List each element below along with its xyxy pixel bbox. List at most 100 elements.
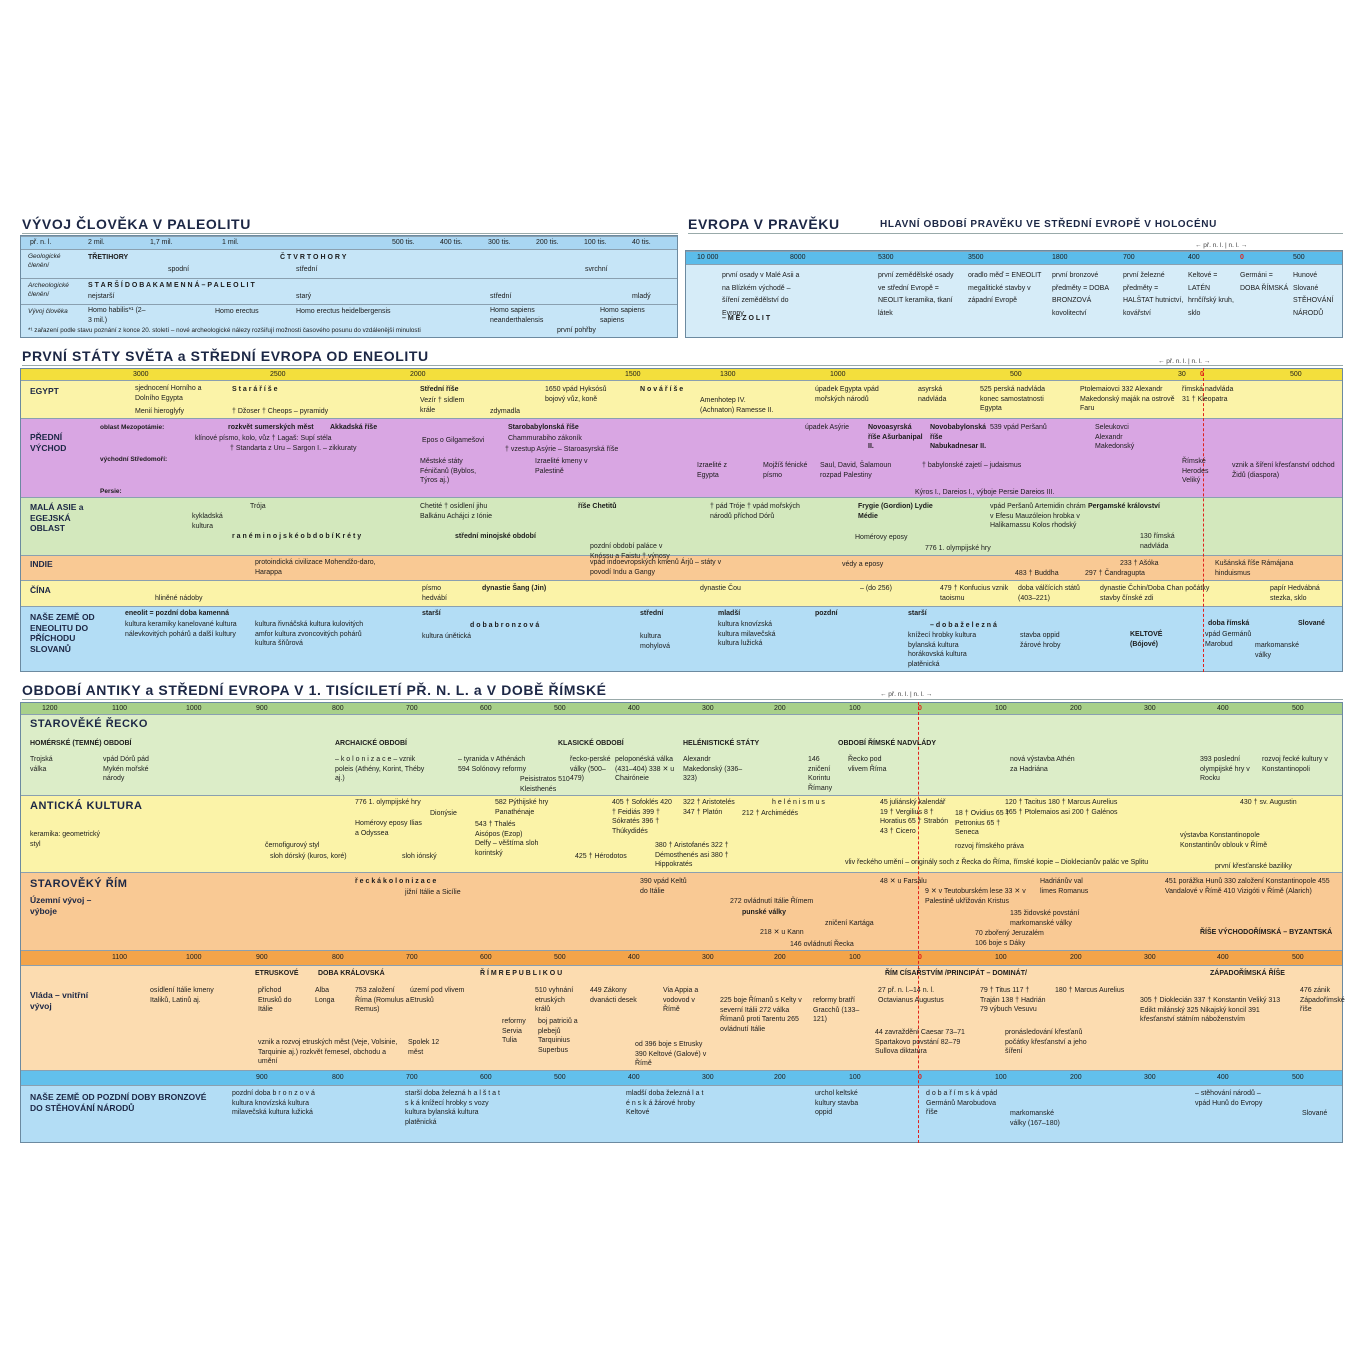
entry: – M E Z O L I T xyxy=(722,315,771,322)
scale-label: 0 xyxy=(918,954,922,961)
scale-label: 200 xyxy=(774,1074,786,1081)
scale-label: 1100 xyxy=(112,954,128,961)
entry: eneolit = pozdní doba kamenná xyxy=(125,610,230,617)
entry: ZÁPADOŘÍMSKÁ ŘÍŠE xyxy=(1210,970,1285,977)
row-label: PŘEDNÍ VÝCHOD xyxy=(30,432,67,453)
entry: 146 ovládnutí Řecka xyxy=(790,941,854,948)
scale-label: 1,7 mil. xyxy=(150,239,173,246)
entry: dynastie Čchin/Doba Chan počátky stavby … xyxy=(1100,585,1210,602)
entry: Peisistratos 510 Kleisthenés xyxy=(520,776,570,793)
row-band xyxy=(20,606,1343,672)
entry: zničení Kartága xyxy=(825,920,874,927)
section-title: EVROPA V PRAVĚKU xyxy=(688,216,840,232)
section-box xyxy=(20,368,1343,672)
scale-label: 400 xyxy=(628,704,640,712)
scale-label: 400 xyxy=(1217,704,1229,712)
entry: doba válčících států (403–221) xyxy=(1018,585,1080,602)
entry: 9 ✕ v Teutoburském lese 33 ✕ v Palestině… xyxy=(925,888,1026,905)
entry: Městské státy Féničanů (Byblos, Týros aj… xyxy=(420,458,477,484)
entry: Starobabylonská říše xyxy=(508,424,579,431)
scale-label: 500 xyxy=(1290,370,1302,378)
era-marker: ← př. n. l. | n. l. → xyxy=(1158,358,1211,365)
entry: Střední říše xyxy=(420,386,459,393)
entry: S T A R Š Í D O B A K A M E N N Á – P A … xyxy=(88,282,255,289)
entry: punské války xyxy=(742,909,786,916)
scale-label: 900 xyxy=(256,1074,268,1081)
entry: N o v á ř í š e xyxy=(640,386,684,393)
entry: rozkvět sumerských měst xyxy=(228,424,314,431)
entry: Trojská válka xyxy=(30,756,53,773)
entry: mladý xyxy=(632,293,651,300)
entry: Saul, David, Šalamoun rozpad Palestiny xyxy=(820,462,892,479)
entry: střední xyxy=(296,266,318,273)
scale-label: 200 xyxy=(774,954,786,961)
entry: nová výstavba Athén za Hadriána xyxy=(1010,756,1075,773)
entry: střední xyxy=(490,293,512,300)
section-box xyxy=(20,235,678,338)
entry: první křesťanské baziliky xyxy=(1215,863,1292,870)
entry: ŘÍM CÍSAŘSTVÍM /PRINCIPÁT – DOMINÁT/ xyxy=(885,970,1027,977)
entry: 525 perská nadvláda konec samostatnosti … xyxy=(980,386,1045,412)
entry: vpád Dórů pád Mykén mořské národy xyxy=(103,756,149,782)
scale-label: 0 xyxy=(918,1074,922,1081)
entry: ETRUSKOVÉ xyxy=(255,970,299,977)
row-label: Vývoj člověka xyxy=(28,308,68,315)
scale-label: 1000 xyxy=(186,954,202,961)
entry: HELÉNISTICKÉ STÁTY xyxy=(683,740,760,747)
row-label: Archeologické členění xyxy=(28,282,69,298)
entry: KLASICKÉ OBDOBÍ xyxy=(558,740,624,747)
scale-label: 8000 xyxy=(790,254,806,261)
row-sublabel: oblast Mezopotámie: xyxy=(100,424,165,431)
entry: † Standarta z Uru – Sargon I. – zikkurat… xyxy=(230,445,357,452)
entry: Římské Herodes Veliký xyxy=(1182,458,1209,484)
scale-label: př. n. l. xyxy=(30,239,52,246)
scale-label: 800 xyxy=(332,954,344,961)
entry: Hadriánův val limes Romanus xyxy=(1040,878,1089,895)
entry: Chetité † osídlení jihu Balkánu Achájci … xyxy=(420,503,492,520)
entry: 70 zbořený Jeruzalém 106 boje s Dáky xyxy=(975,930,1044,947)
entry: 79 † Titus 117 † Traján 138 † Hadrián 79… xyxy=(980,987,1046,1013)
entry: Ř Í M R E P U B L I K O U xyxy=(480,970,563,977)
entry: vpád Germánů Marobud xyxy=(1205,631,1252,648)
scale-label: 1800 xyxy=(1052,254,1068,261)
entry: 1650 vpád Hyksósů bojový vůz, koně xyxy=(545,386,607,403)
entry: stavba oppid žárové hroby xyxy=(1020,632,1061,649)
entry: Homérovy eposy xyxy=(855,534,908,541)
entry: † vzestup Asýrie – Staroasyrská říše xyxy=(505,446,619,453)
row-band xyxy=(20,555,1343,580)
entry: Novoasyrská říše Ašurbanipal II. xyxy=(868,424,923,450)
entry: svrchní xyxy=(585,266,608,273)
entry: Izraelité z Egypta xyxy=(697,462,727,479)
entry: 483 † Buddha xyxy=(1015,570,1059,577)
zero-line xyxy=(1203,368,1204,672)
scale-label: 500 xyxy=(1292,954,1304,961)
entry: peloponéská válka (431–404) 338 ✕ u Chai… xyxy=(615,756,675,782)
scale-label: 5300 xyxy=(878,254,894,261)
entry: reformy bratří Gracchů (133–121) xyxy=(813,997,860,1023)
entry: 776 1. olympijské hry xyxy=(925,545,991,552)
scale-label: 700 xyxy=(406,954,418,961)
entry: zdymadla xyxy=(490,408,520,415)
scale-label: 200 xyxy=(1070,704,1082,712)
entry: první bronzové předměty = DOBA BRONZOVÁ … xyxy=(1052,272,1109,317)
title-rule xyxy=(22,699,1343,700)
entry: řecko-perské války (500–479) xyxy=(570,756,611,782)
entry: Kýros I., Dareios I., výboje Persie Dare… xyxy=(915,489,1055,496)
entry: 27 př. n. l.–14 n. l. Octavianus Augustu… xyxy=(878,987,944,1004)
entry: 272 ovládnutí Itálie Římem xyxy=(730,898,814,905)
scale-label: 100 tis. xyxy=(584,239,607,246)
entry: úpadek Egypta vpád mořských národů xyxy=(815,386,879,403)
entry: 146 zničení Korintu Římany xyxy=(808,756,833,792)
entry: kykladská kultura xyxy=(192,513,223,530)
entry: Homérovy eposy Ilias a Odyssea xyxy=(355,820,422,837)
entry: hliněné nádoby xyxy=(155,595,203,602)
scale-label: 3000 xyxy=(133,370,149,378)
section-title: OBDOBÍ ANTIKY a STŘEDNÍ EVROPA V 1. TISÍ… xyxy=(22,682,607,698)
scale-label: 0 xyxy=(918,704,922,712)
entry: HOMÉRSKÉ (TEMNÉ) OBDOBÍ xyxy=(30,740,132,747)
entry: Novobabylonská říše Nabukadnesar II. xyxy=(930,424,987,450)
entry: první osady v Malé Asii a na Blízkém výc… xyxy=(722,272,800,317)
row-label: STAROVĚKÝ ŘÍM xyxy=(30,878,128,890)
entry: Frygie (Gordion) Lydie Médie xyxy=(858,503,933,520)
entry: Keltové = LATÉN hrnčířský kruh, sklo xyxy=(1188,272,1234,317)
